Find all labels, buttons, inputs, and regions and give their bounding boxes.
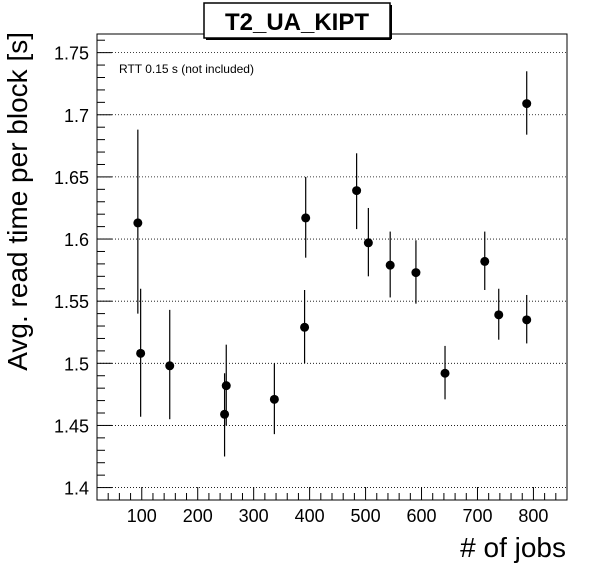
y-tick-label: 1.4: [64, 479, 89, 499]
x-tick-label: 600: [407, 506, 437, 526]
x-axis-label: # of jobs: [460, 532, 566, 563]
data-point: [221, 381, 231, 391]
y-axis-ticks: 1.4 1.45 1.5 1.55 1.6 1.65 1.7 1.75: [54, 39, 112, 501]
y-tick-label: 1.45: [54, 416, 89, 436]
data-point: [301, 213, 311, 223]
x-tick-label: 500: [351, 506, 381, 526]
data-points: [133, 99, 532, 419]
data-point: [136, 348, 146, 358]
y-tick-label: 1.75: [54, 44, 89, 64]
y-axis-label: Avg. read time per block [s]: [2, 32, 33, 371]
data-point: [363, 238, 373, 248]
data-point: [440, 368, 450, 378]
x-axis-ticks: 100 200 300 400 500 600 700 800: [96, 487, 568, 526]
data-point: [411, 268, 421, 278]
data-point: [385, 260, 395, 270]
y-tick-label: 1.5: [64, 354, 89, 374]
y-tick-label: 1.55: [54, 292, 89, 312]
data-point: [352, 186, 362, 196]
data-point: [133, 218, 143, 228]
data-point: [300, 322, 310, 332]
grid-lines: [97, 52, 567, 488]
chart-title: T2_UA_KIPT: [225, 9, 369, 36]
data-point: [480, 256, 490, 266]
x-tick-label: 100: [127, 506, 157, 526]
x-tick-label: 300: [239, 506, 269, 526]
y-tick-label: 1.7: [64, 106, 89, 126]
x-tick-label: 800: [518, 506, 548, 526]
x-tick-label: 200: [183, 506, 213, 526]
y-tick-label: 1.65: [54, 168, 89, 188]
rtt-annotation: RTT 0.15 s (not included): [119, 62, 254, 76]
data-point: [220, 409, 230, 419]
x-tick-label: 700: [462, 506, 492, 526]
data-point: [494, 310, 504, 320]
x-tick-label: 400: [295, 506, 325, 526]
data-point: [269, 394, 279, 404]
data-point: [522, 315, 532, 325]
data-point: [522, 99, 532, 109]
y-tick-label: 1.6: [64, 230, 89, 250]
data-point: [165, 361, 175, 371]
